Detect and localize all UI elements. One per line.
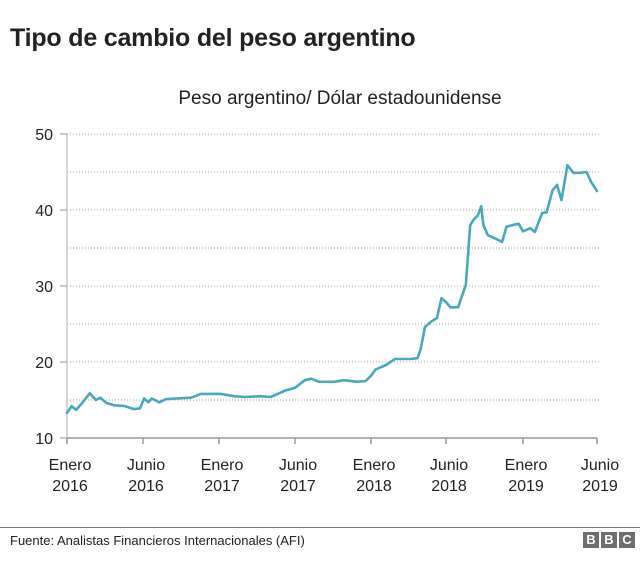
- x-tick-label: 2017: [204, 478, 240, 495]
- y-tick-label: 50: [35, 127, 53, 144]
- source-note: Fuente: Analistas Financieros Internacio…: [10, 533, 305, 548]
- x-tick-label: 2018: [356, 478, 392, 495]
- y-tick-label: 30: [35, 279, 53, 296]
- chart-subtitle: Peso argentino/ Dólar estadounidense: [178, 88, 502, 109]
- x-tick-label: Junio: [279, 457, 317, 474]
- x-tick-label: Enero: [505, 457, 548, 474]
- chart-title: Tipo de cambio del peso argentino: [10, 24, 416, 52]
- y-tick-label: 20: [35, 355, 53, 372]
- axes: [60, 133, 598, 444]
- tick-labels: 10 20 30 40 50 Enero 2016 Junio 2016 Enero 2017 Jun…: [35, 127, 619, 495]
- series-layer: [65, 163, 599, 415]
- bbc-logo-letter: B: [583, 532, 599, 548]
- x-tick-label: 2016: [128, 478, 164, 495]
- bbc-logo-letter: B: [601, 532, 617, 548]
- x-tick-label: 2019: [582, 478, 618, 495]
- x-tick-label: Junio: [127, 457, 165, 474]
- x-tick-label: 2018: [431, 478, 467, 495]
- series-line: [65, 163, 599, 415]
- x-tick-label: Enero: [353, 457, 396, 474]
- x-tick-label: 2019: [508, 478, 544, 495]
- y-tick-label: 40: [35, 203, 53, 220]
- footer-divider: [0, 527, 640, 528]
- bbc-logo-letter: C: [619, 532, 635, 548]
- line-chart: 10 20 30 40 50 Enero 2016 Junio 2016 Enero 2017 Jun…: [35, 127, 619, 495]
- x-tick-label: Junio: [581, 457, 619, 474]
- x-tick-label: 2016: [52, 478, 88, 495]
- x-tick-label: Enero: [201, 457, 244, 474]
- x-tick-label: Enero: [49, 457, 92, 474]
- y-tick-label: 10: [35, 431, 53, 448]
- bbc-logo: B B C: [583, 532, 635, 548]
- x-tick-label: Junio: [430, 457, 468, 474]
- gridlines: [67, 133, 600, 401]
- x-tick-label: 2017: [280, 478, 316, 495]
